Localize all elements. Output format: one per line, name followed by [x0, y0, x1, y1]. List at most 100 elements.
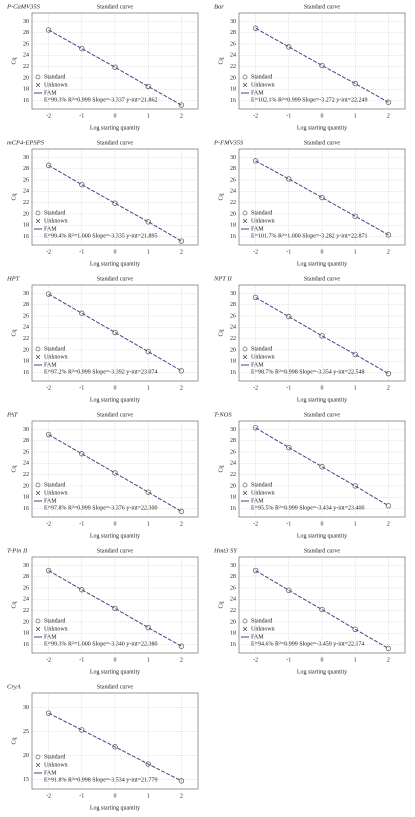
chart-panel: P-CaMV35S Standard curve Log starting quan…	[6, 3, 199, 131]
y-tick-label: 30	[23, 427, 29, 433]
chart-title: Standard curve	[304, 276, 340, 282]
y-tick-label: 26	[230, 41, 236, 47]
x-tick-label: -1	[79, 793, 84, 799]
legend-symbol	[35, 618, 41, 624]
y-axis-label: Cq	[218, 57, 224, 64]
legend-symbol	[35, 490, 41, 496]
y-tick-label: 30	[23, 155, 29, 161]
legend-symbol	[242, 482, 248, 488]
y-tick-label: 30	[23, 563, 29, 569]
legend-symbol	[35, 82, 41, 88]
legend-label: Standard	[251, 210, 272, 216]
standard-point	[145, 83, 151, 90]
x-tick-label: -2	[253, 385, 258, 391]
standard-point	[178, 238, 185, 244]
legend-label: Standard	[44, 346, 65, 352]
y-tick-label: 20	[23, 483, 29, 489]
standard-point	[112, 64, 118, 70]
x-tick-label: 1	[147, 385, 150, 391]
standard-point	[79, 310, 85, 316]
y-tick-label: 28	[230, 438, 236, 444]
x-tick-label: 1	[354, 521, 357, 527]
panel-label: P-FMV35S	[213, 139, 244, 146]
legend-label: Unknown	[251, 218, 275, 224]
y-tick-label: 30	[230, 155, 236, 161]
chart-panel: T-NOS Standard curve Log starting quantity…	[214, 411, 406, 539]
standard-point	[145, 624, 151, 631]
panel-label: Hmt3 SY	[213, 547, 238, 554]
legend-label: FAM	[44, 90, 57, 96]
x-tick-label: -1	[286, 249, 291, 255]
y-tick-label: 22	[23, 64, 29, 70]
legend-symbol	[242, 74, 248, 80]
legend-label: FAM	[251, 634, 264, 640]
y-tick-label: 24	[230, 325, 236, 331]
y-tick-label: 22	[230, 200, 236, 206]
legend-symbol	[35, 754, 41, 760]
legend-symbol	[35, 210, 41, 216]
legend-label: FAM	[251, 362, 264, 368]
standard-point	[252, 567, 259, 574]
y-tick-label: 28	[230, 574, 236, 580]
chart-panel: P-FMV35S Standard curve Log starting quant…	[213, 139, 406, 267]
legend-label: FAM	[251, 226, 264, 232]
y-tick-label: 28	[23, 438, 29, 444]
y-tick-label: 25	[23, 729, 29, 735]
legend-symbol	[35, 762, 41, 768]
y-tick-label: 30	[230, 19, 236, 25]
y-tick-label: 30	[230, 291, 236, 297]
x-tick-label: -2	[46, 657, 51, 663]
x-axis-label: Log starting quantity	[297, 533, 347, 539]
panel-label: T-NOS	[214, 411, 232, 418]
legend-label: Standard	[251, 618, 272, 624]
legend-symbol	[242, 82, 248, 88]
chart-title: Standard curve	[97, 276, 133, 282]
legend-symbol	[242, 490, 248, 496]
x-tick-label: -1	[79, 385, 84, 391]
legend-label: Standard	[44, 210, 65, 216]
y-tick-label: 26	[230, 449, 236, 455]
panel-label: P-CaMV35S	[6, 3, 41, 10]
y-axis-label: Cq	[11, 465, 17, 472]
y-tick-label: 16	[230, 642, 236, 648]
x-tick-label: 2	[180, 249, 183, 255]
x-tick-label: -2	[46, 521, 51, 527]
fit-line	[255, 160, 389, 236]
y-tick-label: 16	[230, 506, 236, 512]
standard-point	[79, 181, 85, 188]
y-tick-label: 16	[230, 98, 236, 104]
standard-point	[178, 508, 185, 515]
y-tick-label: 18	[23, 223, 29, 229]
legend-label: Standard	[44, 482, 65, 488]
standard-point	[352, 351, 358, 358]
x-tick-label: 2	[180, 113, 183, 119]
x-axis-label: Log starting quantity	[90, 261, 140, 267]
chart-panel: Bar Standard curve Log starting quantity Cq…	[214, 3, 406, 131]
standard-point	[45, 291, 52, 297]
y-axis-label: Cq	[11, 601, 17, 608]
legend-label: FAM	[251, 90, 264, 96]
panel-label: T-Pin II	[7, 547, 28, 554]
fit-line	[48, 293, 182, 372]
standard-point	[385, 232, 392, 238]
y-tick-label: 16	[23, 370, 29, 376]
panel-label: Bar	[214, 3, 224, 10]
y-tick-label: 28	[23, 574, 29, 580]
y-axis-label: Cq	[11, 737, 17, 744]
x-tick-label: -2	[253, 249, 258, 255]
standard-point	[352, 626, 358, 632]
y-tick-label: 20	[230, 211, 236, 217]
standard-point	[178, 778, 185, 784]
legend-label: Standard	[44, 618, 65, 624]
chart-title: Standard curve	[97, 684, 133, 690]
legend-symbol	[35, 626, 41, 632]
y-tick-label: 18	[230, 359, 236, 365]
equation: E=97.2% R²=0.999 Slope=-3.392 y-int=23.0…	[44, 369, 158, 375]
legend-label: Unknown	[44, 218, 68, 224]
x-tick-label: 2	[387, 657, 390, 663]
y-tick-label: 18	[23, 631, 29, 637]
y-tick-label: 30	[23, 19, 29, 25]
x-tick-label: -1	[286, 385, 291, 391]
x-tick-label: 1	[354, 249, 357, 255]
x-axis-label: Log starting quantity	[90, 805, 140, 811]
